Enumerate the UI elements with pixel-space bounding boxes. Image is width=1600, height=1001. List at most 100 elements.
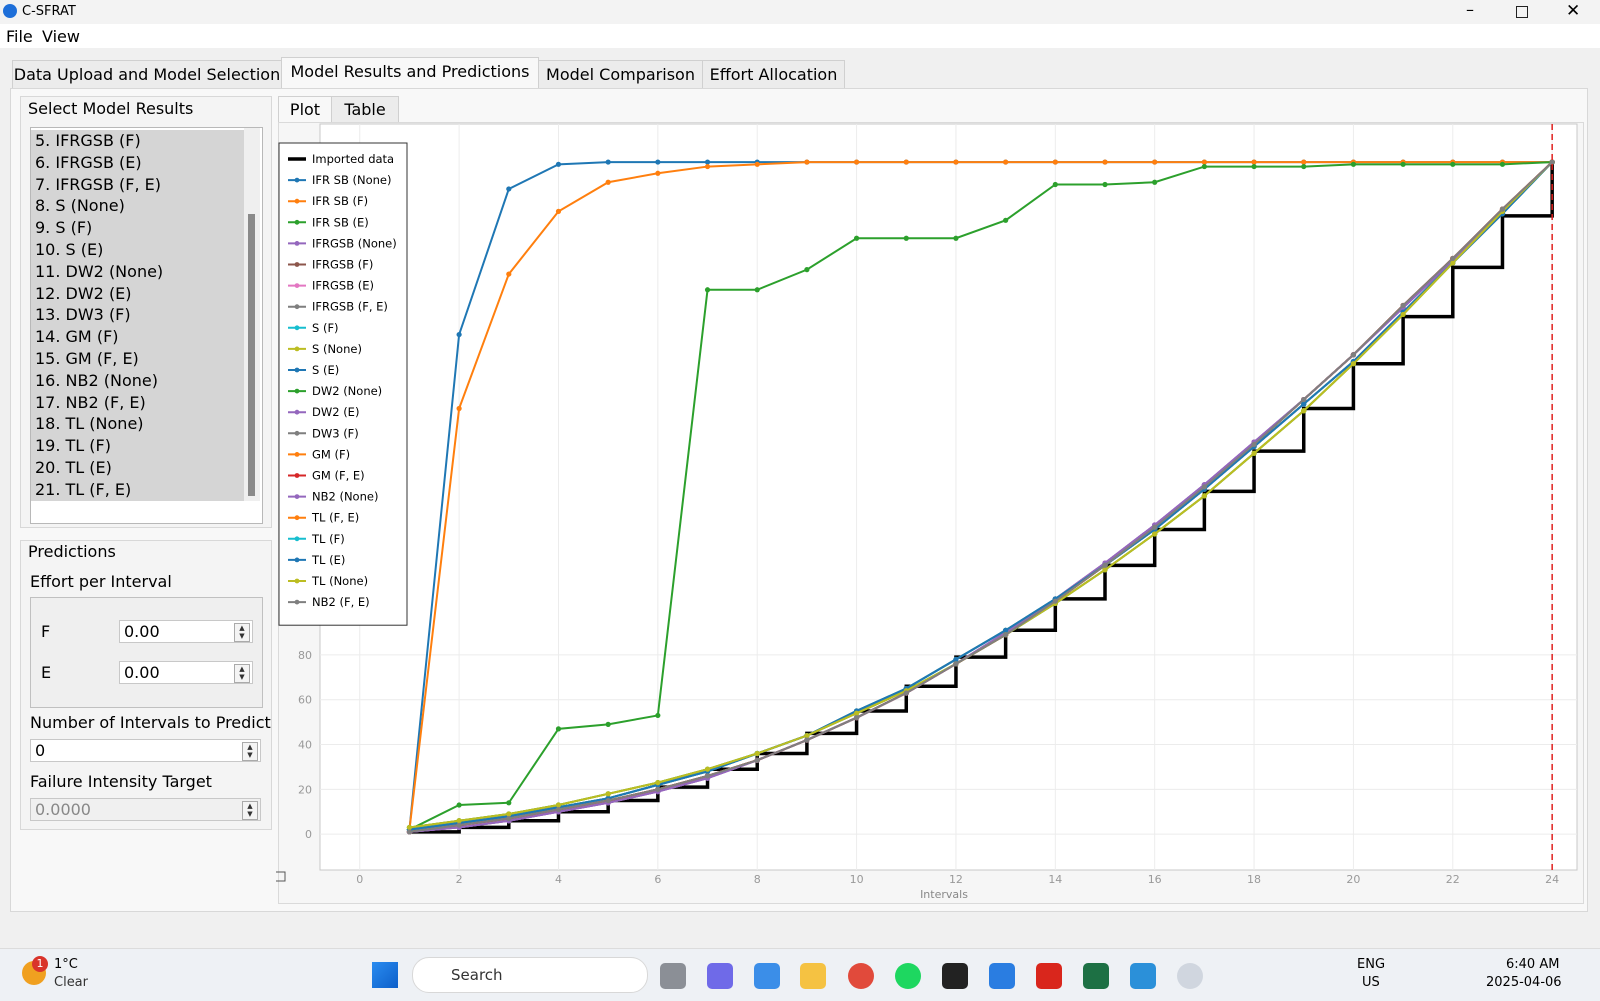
taskbar-icon[interactable] — [1036, 963, 1062, 989]
point — [1102, 562, 1108, 568]
list-item[interactable]: 14. GM (F) — [31, 326, 245, 349]
legend-marker — [294, 346, 300, 352]
list-item[interactable]: 9. S (F) — [31, 217, 245, 240]
x-axis-label: Intervals — [920, 888, 968, 901]
start-button[interactable] — [372, 962, 398, 988]
list-item[interactable]: 16. NB2 (None) — [31, 369, 245, 392]
menu-item[interactable]: View — [42, 27, 80, 46]
x-tick-label: 12 — [949, 873, 963, 886]
weather-badge: 1 — [32, 956, 48, 972]
legend-marker — [294, 536, 300, 542]
x-tick-label: 8 — [754, 873, 761, 886]
list-item[interactable]: 8. S (None) — [31, 195, 245, 218]
taskbar-icon[interactable] — [660, 963, 686, 989]
legend-marker — [294, 494, 300, 499]
point — [605, 179, 611, 185]
list-item[interactable]: 6. IFRGSB (E) — [31, 151, 245, 174]
legend-label: IFRGSB (F) — [312, 258, 373, 272]
list-item[interactable]: 7. IFRGSB (F, E) — [31, 173, 245, 196]
point — [903, 159, 909, 165]
taskbar-icon[interactable] — [754, 963, 780, 989]
taskbar-icon[interactable] — [942, 963, 968, 989]
x-tick-label: 20 — [1346, 873, 1360, 886]
point — [456, 802, 462, 808]
weather-condition: Clear — [54, 975, 88, 990]
x-tick-label: 0 — [356, 873, 363, 886]
list-item[interactable]: 10. S (E) — [31, 239, 245, 261]
legend-label: NB2 (None) — [312, 490, 378, 504]
list-item[interactable]: 17. NB2 (F, E) — [31, 391, 245, 414]
point — [1102, 159, 1108, 165]
legend-label: IFRGSB (F, E) — [312, 300, 388, 314]
taskbar-icon[interactable] — [989, 963, 1015, 989]
menu-item[interactable]: File — [6, 27, 33, 46]
point — [555, 806, 562, 813]
list-item[interactable]: 5. IFRGSB (F) — [31, 130, 245, 152]
x-tick-label: 10 — [850, 873, 864, 886]
point — [456, 818, 462, 824]
taskbar-icon[interactable] — [707, 963, 733, 989]
region: US — [1362, 975, 1380, 990]
spin-arrows[interactable]: ▲ ▼ — [234, 623, 250, 642]
list-item[interactable]: 18. TL (None) — [31, 413, 245, 436]
point — [1350, 361, 1357, 367]
taskbar-icon[interactable] — [848, 963, 874, 989]
point — [555, 726, 562, 732]
maximize-button[interactable] — [1516, 6, 1528, 18]
point — [655, 780, 661, 786]
point — [1201, 159, 1207, 165]
search-box[interactable]: Search — [412, 957, 648, 993]
legend-label: DW2 (None) — [312, 384, 382, 398]
spin-arrows[interactable]: ▲ ▼ — [234, 664, 250, 683]
list-item[interactable]: 13. DW3 (F) — [31, 304, 245, 327]
point — [506, 811, 512, 817]
point — [704, 287, 711, 293]
list-item[interactable]: 12. DW2 (E) — [31, 282, 245, 305]
tab[interactable]: Effort Allocation — [702, 60, 845, 89]
legend-marker — [294, 473, 300, 478]
list-item[interactable]: 15. GM (F, E) — [31, 348, 245, 370]
tab[interactable]: Data Upload and Model Selection — [12, 60, 282, 89]
spinbox-value: 0.00 — [124, 663, 160, 682]
point — [1003, 217, 1009, 223]
list-item[interactable]: 21. TL (F, E) — [31, 478, 245, 501]
legend-label: S (F) — [312, 321, 339, 335]
list-item[interactable]: 11. DW2 (None) — [31, 260, 245, 283]
taskbar-icon[interactable] — [895, 963, 921, 989]
point — [1400, 311, 1406, 318]
point — [1251, 163, 1257, 170]
list-item[interactable]: 20. TL (E) — [31, 457, 245, 479]
point — [1450, 161, 1456, 167]
list-item[interactable]: 19. TL (F) — [31, 435, 245, 458]
scrollbar-thumb[interactable] — [248, 214, 255, 496]
close-button[interactable]: ✕ — [1566, 1, 1581, 21]
temperature: 1°C — [54, 957, 78, 972]
subtab-selected[interactable]: Plot — [278, 96, 332, 123]
point — [1102, 181, 1108, 188]
tab[interactable]: Model Comparison — [538, 60, 703, 89]
point — [605, 721, 611, 727]
point — [506, 800, 512, 806]
point — [953, 235, 959, 241]
spinbox[interactable]: 0 ▲ ▼ — [30, 739, 261, 762]
point — [456, 331, 462, 338]
point — [506, 186, 512, 192]
auto-range-button[interactable] — [276, 871, 286, 882]
taskbar-icon[interactable] — [1083, 963, 1109, 989]
taskbar-icon[interactable] — [800, 963, 826, 989]
taskbar-icon[interactable] — [1130, 963, 1156, 989]
tab-selected[interactable]: Model Results and Predictions — [281, 57, 539, 89]
point — [1201, 484, 1207, 490]
point — [1201, 163, 1207, 170]
point — [853, 159, 860, 165]
scrollbar[interactable] — [244, 128, 260, 501]
subtab[interactable]: Table — [331, 96, 399, 123]
spinbox[interactable]: 0.00 ▲ ▼ — [119, 620, 253, 643]
spin-arrows[interactable]: ▲ ▼ — [242, 742, 258, 761]
point — [953, 159, 959, 165]
minimize-button[interactable]: – — [1466, 0, 1474, 19]
point — [853, 235, 860, 241]
series-line — [408, 161, 1553, 831]
taskbar-icon[interactable] — [1177, 963, 1203, 989]
spinbox[interactable]: 0.00 ▲ ▼ — [119, 661, 253, 684]
